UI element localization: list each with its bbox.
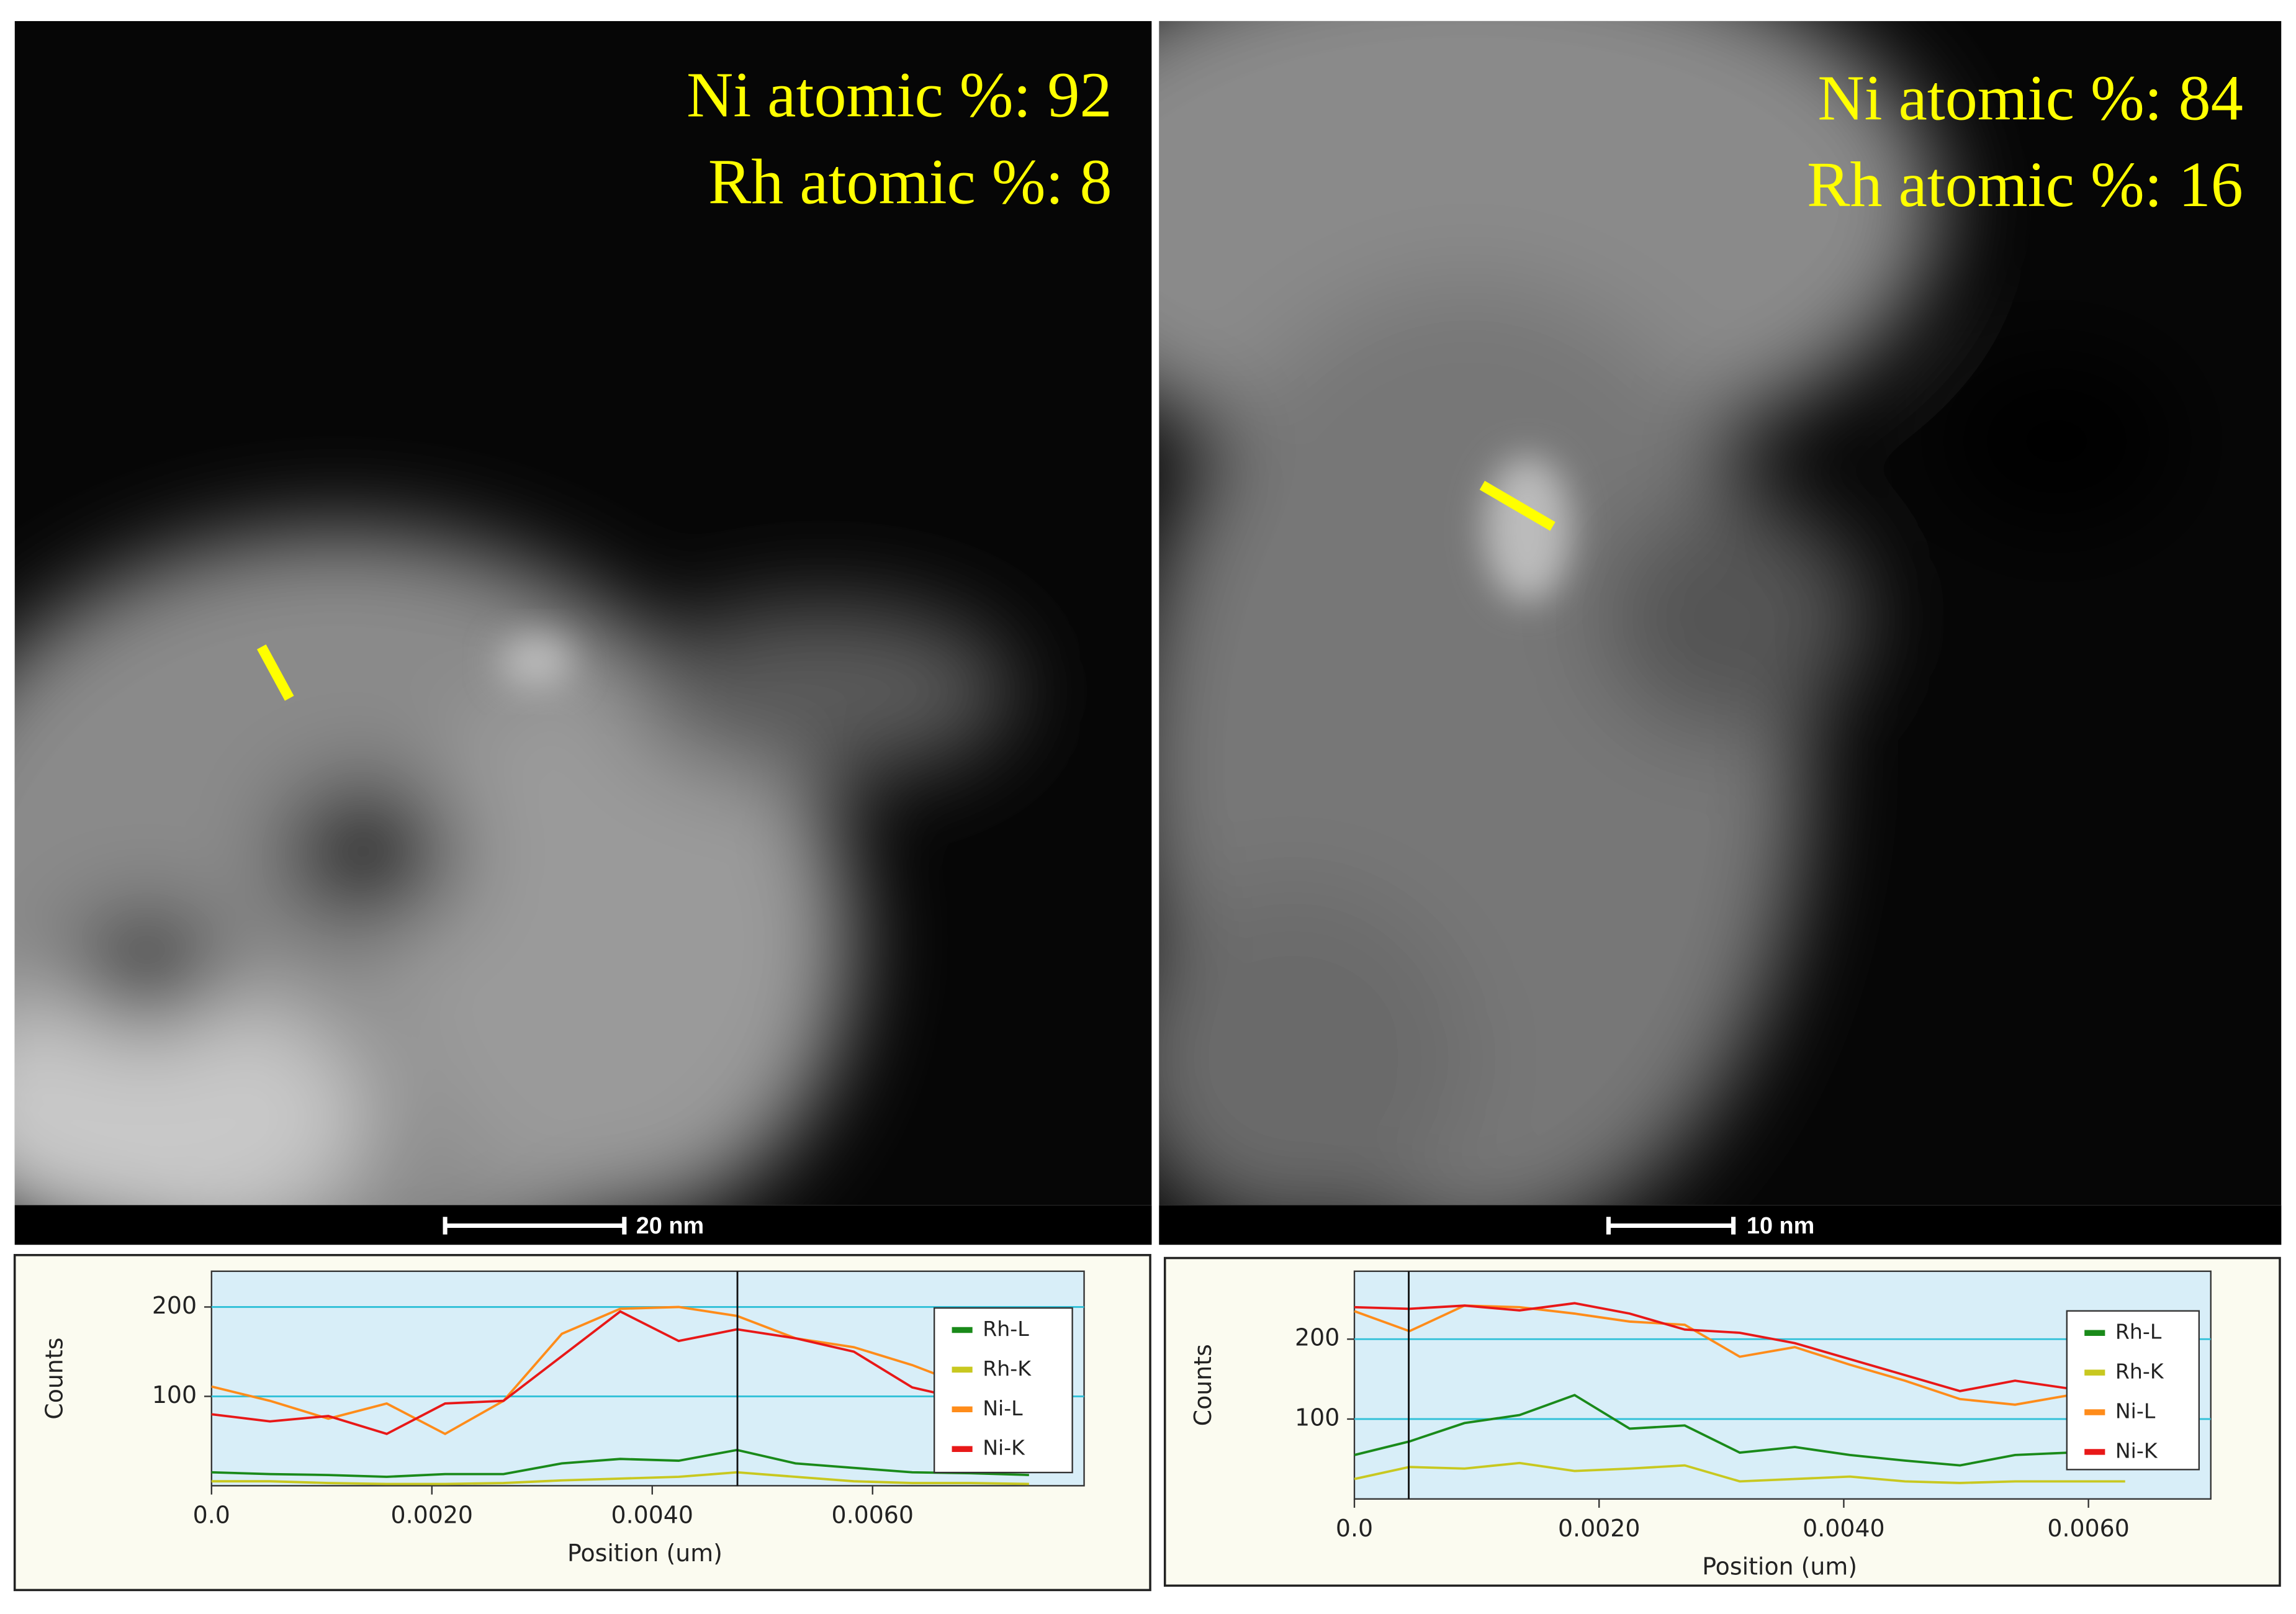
legend-label: Rh-L (983, 1317, 1029, 1341)
annotation: Ni atomic %: 92 (687, 59, 1112, 131)
annotation: Ni atomic %: 84 (1817, 61, 2243, 133)
scale-bar (443, 1217, 627, 1235)
annotation: Rh atomic %: 8 (708, 145, 1112, 217)
series-line (1354, 1461, 2125, 1484)
legend (933, 1307, 1073, 1474)
y-tick-label: 200 (1295, 1324, 1339, 1351)
y-axis-label: Counts (1189, 1344, 1217, 1426)
stem-image-left (14, 20, 1152, 1206)
scale-bar (1606, 1217, 1736, 1235)
x-tick-label: 0.0040 (611, 1502, 693, 1529)
stem-image-right (1159, 20, 2282, 1206)
x-axis-label: Position (um) (1702, 1553, 1857, 1580)
y-axis-label: Counts (40, 1338, 68, 1420)
x-tick-label: 0.0040 (1803, 1515, 1884, 1542)
x-tick-label: 0.0020 (1558, 1515, 1640, 1542)
x-tick-label: 0.0 (1336, 1515, 1373, 1542)
x-tick-label: 0.0020 (391, 1502, 473, 1529)
scale-label: 20 nm (636, 1213, 704, 1239)
series-line (211, 1471, 1029, 1486)
series-line (211, 1448, 1029, 1478)
legend-label: Ni-L (983, 1396, 1023, 1420)
legend-label: Rh-K (2115, 1359, 2164, 1384)
legend-label: Rh-K (983, 1356, 1032, 1381)
legend-label: Rh-L (2115, 1320, 2162, 1344)
legend-label: Ni-K (2115, 1438, 2158, 1463)
x-tick-label: 0.0 (193, 1502, 230, 1529)
y-tick-label: 100 (1295, 1404, 1339, 1431)
legend-label: Ni-K (983, 1436, 1025, 1460)
x-tick-label: 0.0060 (832, 1502, 914, 1529)
y-tick-label: 100 (152, 1381, 197, 1409)
scale-label: 10 nm (1747, 1213, 1814, 1239)
series-line (211, 1305, 971, 1436)
annotation: Rh atomic %: 16 (1807, 148, 2243, 220)
series-line (1354, 1302, 2126, 1405)
y-tick-label: 200 (152, 1292, 197, 1319)
series-line (1354, 1394, 2125, 1467)
x-axis-label: Position (um) (567, 1540, 723, 1567)
series-line (211, 1310, 971, 1435)
x-tick-label: 0.0060 (2047, 1515, 2129, 1542)
legend (2066, 1310, 2200, 1471)
legend-label: Ni-L (2115, 1399, 2156, 1423)
